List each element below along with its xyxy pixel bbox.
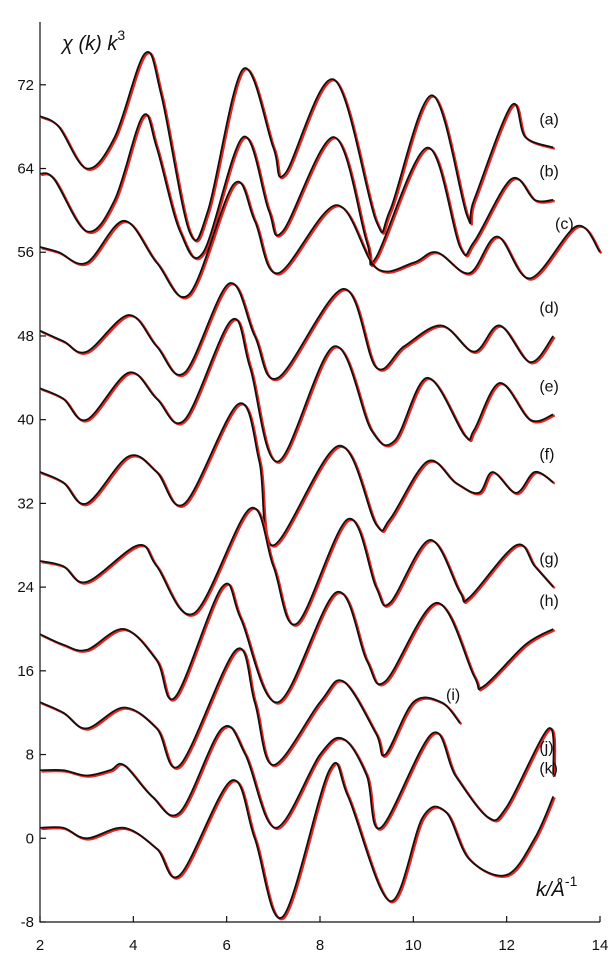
y-tick-label: 64 [17, 161, 34, 178]
y-tick-label: 32 [17, 495, 34, 512]
experimental-curve-a [39, 51, 554, 242]
experimental-curve-b [39, 113, 554, 266]
y-tick-label: -8 [21, 914, 34, 931]
fit-curve-a [40, 52, 556, 243]
x-tick-label: 2 [36, 937, 44, 954]
y-tick-label: 56 [17, 244, 34, 261]
y-tick-label: 8 [26, 747, 34, 764]
series-label-c: (c) [555, 216, 574, 233]
series-label-d: (d) [539, 300, 559, 317]
series-label-a: (a) [539, 111, 559, 128]
y-axis-title: χ (k) k3 [60, 27, 125, 55]
experimental-curve-f [39, 402, 554, 547]
x-tick-label: 4 [129, 937, 137, 954]
fit-curve-g [41, 507, 556, 627]
x-tick-label: 12 [498, 937, 515, 954]
experimental-curve-h [39, 582, 554, 704]
series-label-h: (h) [539, 593, 559, 610]
series-label-k: (k) [539, 760, 558, 777]
experimental-curve-c [39, 180, 601, 298]
y-tick-label: 24 [17, 579, 34, 596]
fit-curve-d [41, 283, 556, 382]
series-labels: (a) (b) (c) (d) (e) (f) (g) (h) (i) (j) (k) [446, 111, 574, 777]
fit-curve-f [41, 403, 556, 548]
fit-curve-c [41, 181, 603, 300]
experimental-curve-g [39, 506, 554, 626]
experimental-curve-d [39, 282, 555, 380]
series-label-g: (g) [539, 551, 559, 568]
fit-curve-j [41, 726, 557, 831]
y-tick-label: 16 [17, 663, 34, 680]
series-label-i: (i) [446, 687, 460, 704]
x-tick-label: 14 [592, 937, 609, 954]
experimental-curve-j [39, 725, 555, 830]
fit-curve-k [41, 763, 556, 921]
curves-layer [39, 51, 603, 921]
fit-curve-e [41, 318, 556, 464]
series-label-f: (f) [539, 446, 554, 463]
y-tick-label: 40 [17, 412, 34, 429]
fit-curve-i [41, 648, 463, 770]
experimental-curve-e [39, 317, 554, 463]
x-tick-label: 6 [222, 937, 230, 954]
experimental-curve-i [39, 647, 461, 769]
experimental-curve-k [39, 762, 555, 919]
y-tick-label: 0 [26, 830, 34, 847]
series-label-j: (j) [539, 739, 553, 756]
x-tick-label: 10 [405, 937, 422, 954]
y-tick-label: 48 [17, 328, 34, 345]
series-label-e: (e) [539, 378, 559, 395]
x-axis-title: k/Å-1 [536, 873, 578, 901]
series-label-b: (b) [539, 164, 559, 181]
y-tick-label: 72 [17, 77, 34, 94]
x-tick-label: 8 [316, 937, 324, 954]
